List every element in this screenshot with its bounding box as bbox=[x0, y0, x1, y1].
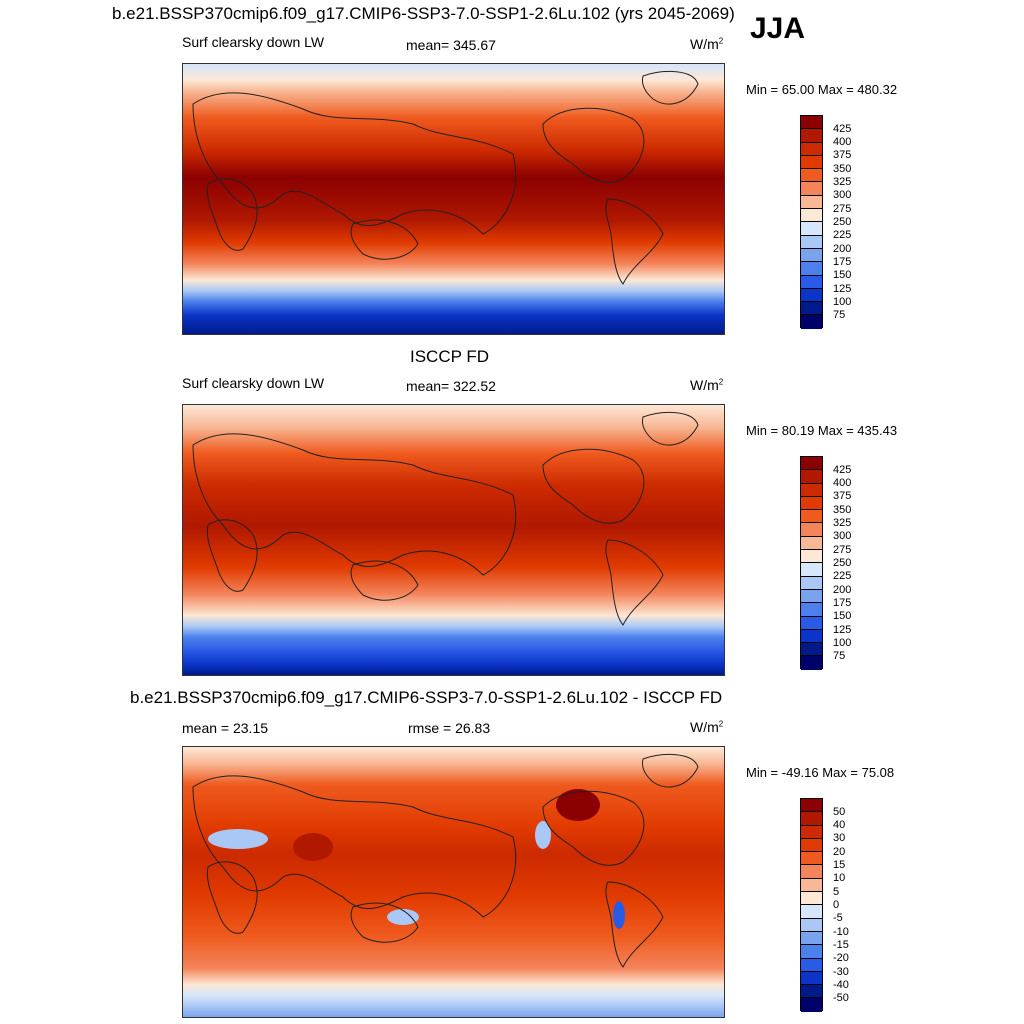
panel1-cbar-label: 75 bbox=[833, 309, 846, 321]
panel1-cbar-label: 350 bbox=[833, 163, 852, 175]
panel3-title: b.e21.BSSP370cmip6.f09_g17.CMIP6-SSP3-7.… bbox=[130, 688, 723, 707]
panel3-cbar-label: 10 bbox=[833, 872, 846, 884]
panel2-variable-label: Surf clearsky down LW bbox=[182, 375, 325, 391]
panel2-cbar-label: 300 bbox=[833, 530, 852, 542]
panel3-cbar-label: -5 bbox=[833, 912, 843, 924]
panel1-map bbox=[182, 63, 725, 335]
panel1-cbar-label: 375 bbox=[833, 149, 852, 161]
panel2-mean-label: mean= 322.52 bbox=[406, 378, 496, 394]
panel3-coastlines bbox=[192, 754, 699, 968]
panel2-cbar-label: 225 bbox=[833, 570, 852, 582]
panel3-colorbar bbox=[800, 798, 823, 1012]
panel1-cbar-label: 200 bbox=[833, 243, 852, 255]
panel3-cbar-label: -15 bbox=[833, 939, 849, 951]
panel2-map bbox=[182, 404, 725, 676]
panel3-cbar-label: 5 bbox=[833, 886, 840, 898]
panel3-cbar-label: 50 bbox=[833, 806, 846, 818]
panel2-cbar-label: 325 bbox=[833, 517, 852, 529]
panel1-cbar-label: 225 bbox=[833, 229, 852, 241]
panel2-minmax: Min = 80.19 Max = 435.43 bbox=[746, 423, 898, 438]
panel2-colorbar bbox=[800, 456, 823, 670]
panel1-cbar-label: 100 bbox=[833, 296, 852, 308]
panel2-cbar-label: 275 bbox=[833, 544, 852, 556]
panel1-cbar-label: 125 bbox=[833, 283, 852, 295]
panel1-colorbar bbox=[800, 115, 823, 329]
panel3-cbar-label: 30 bbox=[833, 832, 846, 844]
panel3-cbar-label: 20 bbox=[833, 846, 846, 858]
panel2-cbar-label: 150 bbox=[833, 610, 852, 622]
panel2-cbar-label: 100 bbox=[833, 637, 852, 649]
panel2-cbar-label: 250 bbox=[833, 557, 852, 569]
panel1-cbar-label: 175 bbox=[833, 256, 852, 268]
panel3-cbar-label: -50 bbox=[833, 992, 849, 1004]
panel2-cbar-label: 200 bbox=[833, 584, 852, 596]
panel1-cbar-label: 400 bbox=[833, 136, 852, 148]
panel1-cbar-label: 150 bbox=[833, 269, 852, 281]
panel1-variable-label: Surf clearsky down LW bbox=[182, 34, 325, 50]
panel1-cbar-label: 250 bbox=[833, 216, 852, 228]
panel3-cbar-label: 15 bbox=[833, 859, 846, 871]
panel3-map bbox=[182, 746, 725, 1018]
panel3-cbar-label: 0 bbox=[833, 899, 840, 911]
panel1-cbar-label: 275 bbox=[833, 203, 852, 215]
panel3-cbar-label: -10 bbox=[833, 926, 849, 938]
panel3-cbar-label: 40 bbox=[833, 819, 846, 831]
panel1-cbar-label: 325 bbox=[833, 176, 852, 188]
panel2-coastlines bbox=[192, 412, 699, 626]
panel2-cbar-label: 75 bbox=[833, 650, 846, 662]
panel3-cbar-label: -40 bbox=[833, 979, 849, 991]
panel2-cbar-label: 400 bbox=[833, 477, 852, 489]
season-label: JJA bbox=[750, 12, 806, 45]
panel2-title: ISCCP FD bbox=[410, 347, 490, 366]
panel1-coastlines bbox=[192, 71, 699, 285]
panel2-units: W/m2 bbox=[690, 377, 724, 393]
panel2-cbar-label: 175 bbox=[833, 597, 852, 609]
panel2-cbar-label: 425 bbox=[833, 464, 852, 476]
panel2-cbar-label: 125 bbox=[833, 624, 852, 636]
panel2-cbar-label: 350 bbox=[833, 504, 852, 516]
panel1-minmax: Min = 65.00 Max = 480.32 bbox=[746, 82, 898, 97]
panel3-cbar-label: -30 bbox=[833, 966, 849, 978]
panel3-rmse-label: rmse = 26.83 bbox=[408, 720, 491, 736]
panel2-cbar-label: 375 bbox=[833, 490, 852, 502]
panel1-mean-label: mean= 345.67 bbox=[406, 37, 496, 53]
panel1-title: b.e21.BSSP370cmip6.f09_g17.CMIP6-SSP3-7.… bbox=[112, 4, 735, 23]
panel3-mean-label: mean = 23.15 bbox=[182, 720, 269, 736]
panel1-cbar-label: 300 bbox=[833, 189, 852, 201]
panel3-minmax: Min = -49.16 Max = 75.08 bbox=[746, 765, 895, 780]
panel1-cbar-label: 425 bbox=[833, 123, 852, 135]
panel3-cbar-label: -20 bbox=[833, 952, 849, 964]
panel3-units: W/m2 bbox=[690, 719, 724, 735]
panel1-units: W/m2 bbox=[690, 36, 724, 52]
